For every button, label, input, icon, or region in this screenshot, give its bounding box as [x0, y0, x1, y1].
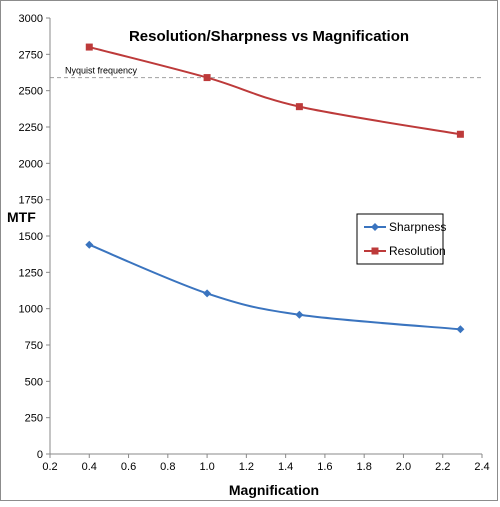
- x-tick-label: 0.4: [82, 461, 97, 473]
- legend-resolution-marker: [371, 247, 379, 255]
- x-axis-title: Magnification: [229, 482, 319, 498]
- y-tick-label: 1750: [19, 195, 43, 207]
- series-layer: [85, 43, 465, 334]
- legend-resolution-label: Resolution: [389, 244, 446, 258]
- sharpness-point: [85, 240, 94, 249]
- x-tick-label: 0.6: [121, 461, 136, 473]
- y-tick-label: 1500: [19, 231, 43, 243]
- y-tick-label: 1250: [19, 267, 43, 279]
- x-tick-label: 1.2: [239, 461, 254, 473]
- annotation-layer: Nyquist frequency: [50, 66, 482, 79]
- sharpness-point: [295, 310, 304, 319]
- x-tick-label: 2.4: [474, 461, 489, 473]
- x-tick-label: 2.2: [435, 461, 450, 473]
- x-tick-label: 0.8: [160, 461, 175, 473]
- y-tick-label: 2000: [19, 158, 43, 170]
- resolution-point: [85, 43, 93, 51]
- sharpness-line: [88, 243, 461, 331]
- y-tick-label: 2250: [19, 122, 43, 134]
- resolution-point: [295, 103, 303, 111]
- resolution-series: [85, 43, 464, 138]
- sharpness-series: [85, 240, 465, 334]
- y-tick-label: 1000: [19, 304, 43, 316]
- legend-box: [356, 213, 444, 265]
- x-tick-label: 1.8: [357, 461, 372, 473]
- legend: Sharpness Resolution: [356, 213, 446, 265]
- x-tick-label: 1.6: [317, 461, 332, 473]
- nyquist-label: Nyquist frequency: [65, 66, 138, 76]
- sharpness-point: [203, 289, 212, 298]
- legend-sharpness-marker: [371, 223, 379, 231]
- y-tick-labels: 0 250 500 750 1000 1250 1500 1750 2000 2250 2500 27…: [19, 13, 50, 461]
- y-tick-label: 750: [25, 340, 43, 352]
- legend-sharpness-label: Sharpness: [389, 220, 446, 234]
- resolution-line: [89, 46, 461, 136]
- sharpness-point: [456, 325, 465, 334]
- y-axis-title: MTF: [7, 209, 36, 225]
- y-tick-label: 2750: [19, 49, 43, 61]
- x-tick-label: 0.2: [42, 461, 57, 473]
- x-tick-labels: 0.2 0.4 0.6 0.8 1.0 1.2 1.4 1.6 1.8 2.0 2.2 2.4: [42, 454, 490, 473]
- chart-title: Resolution/Sharpness vs Magnification: [129, 28, 409, 45]
- resolution-point: [456, 130, 464, 138]
- x-tick-label: 2.0: [396, 461, 411, 473]
- x-tick-label: 1.4: [278, 461, 293, 473]
- y-tick-label: 0: [37, 449, 43, 461]
- resolution-point: [203, 74, 211, 82]
- y-tick-label: 250: [25, 413, 43, 425]
- y-tick-label: 2500: [19, 86, 43, 98]
- x-tick-label: 1.0: [199, 461, 214, 473]
- y-tick-label: 500: [25, 376, 43, 388]
- y-tick-label: 3000: [19, 13, 43, 25]
